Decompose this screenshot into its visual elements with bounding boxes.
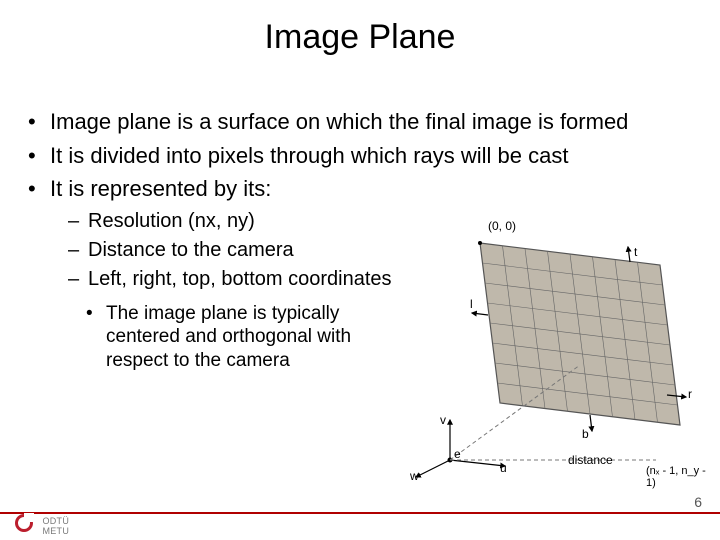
w-label: w	[410, 469, 419, 483]
r-label: r	[688, 387, 692, 401]
logo-ring-icon	[14, 513, 34, 538]
t-arrow	[628, 247, 630, 262]
distance-label: distance	[568, 453, 613, 467]
b-label: b	[582, 427, 589, 441]
page-title: Image Plane	[0, 18, 720, 57]
footer-divider	[0, 512, 720, 514]
w-axis	[416, 460, 450, 477]
l-label: l	[470, 297, 473, 311]
logo-text-top: ODTÜ	[42, 516, 69, 526]
bullet-3: It is represented by its:	[28, 175, 698, 203]
u-label: u	[500, 461, 507, 475]
b-arrow	[590, 415, 592, 431]
slide: Image Plane Image plane is a surface on …	[0, 0, 720, 540]
logo-text-bottom: METU	[42, 526, 69, 536]
e-label: e	[454, 447, 461, 461]
bullet-1: Image plane is a surface on which the fi…	[28, 108, 698, 136]
metu-logo: ODTÜ METU	[14, 513, 69, 538]
subsub-note: The image plane is typically centered an…	[28, 302, 378, 373]
logo-text: ODTÜ METU	[42, 516, 69, 536]
corner-label: (nₓ - 1, n_y - 1)	[646, 465, 710, 489]
l-arrow	[472, 313, 488, 315]
t-label: t	[634, 245, 637, 259]
origin-label: (0, 0)	[488, 219, 516, 233]
image-plane-diagram: (0, 0) t l r b v u w e distance (nₓ - 1,…	[410, 225, 710, 505]
origin-dot	[478, 241, 482, 245]
v-label: v	[440, 413, 446, 427]
bullet-2: It is divided into pixels through which …	[28, 142, 698, 170]
page-number: 6	[694, 494, 702, 510]
